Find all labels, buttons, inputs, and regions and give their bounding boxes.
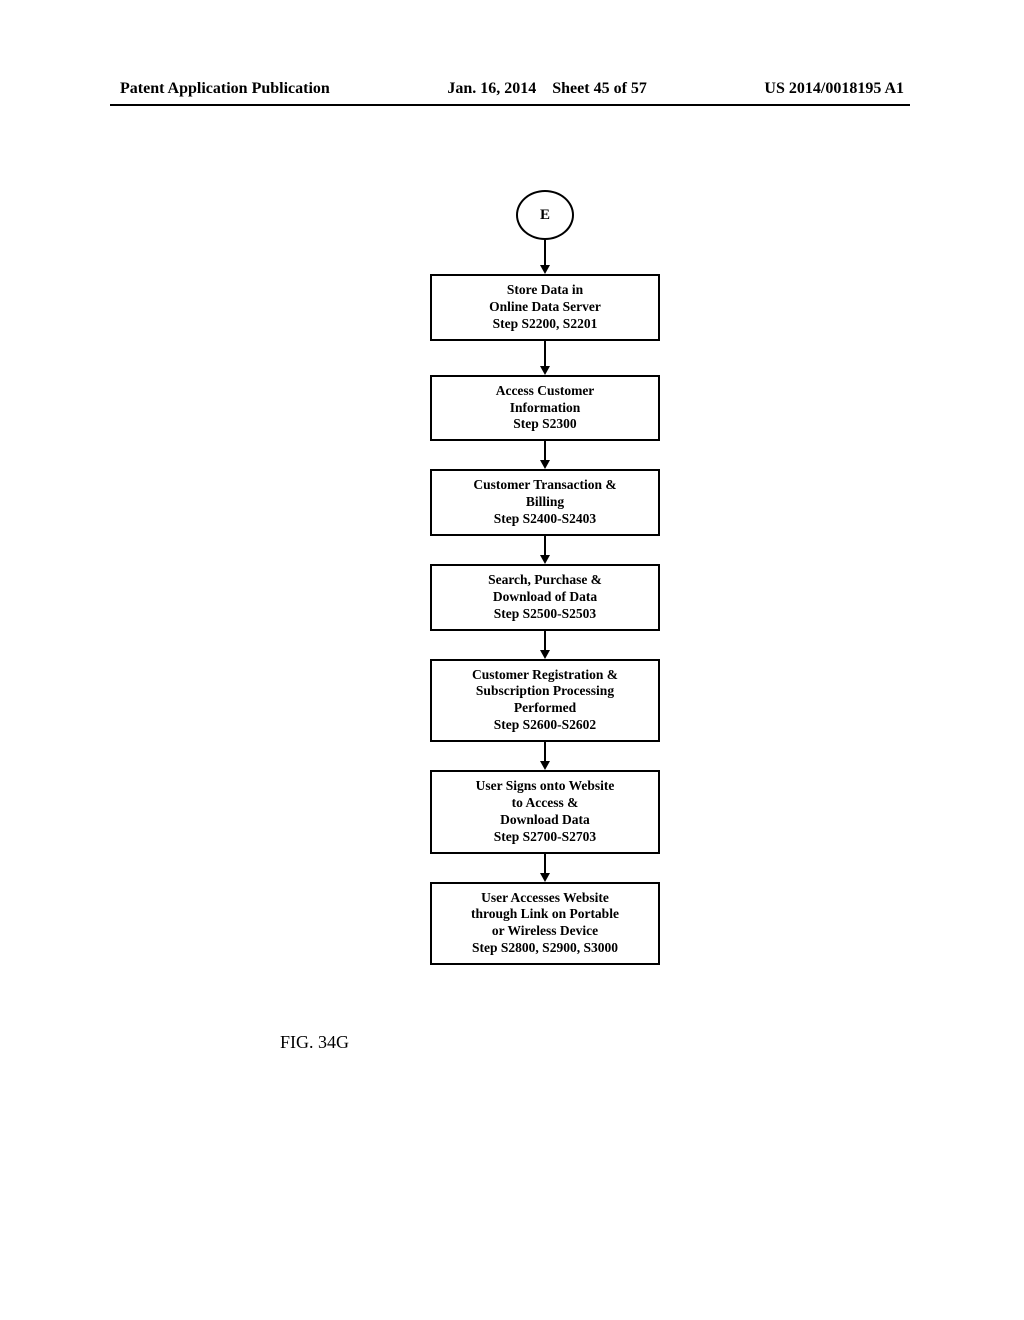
header-left: Patent Application Publication (120, 80, 330, 98)
flow-step-box: Access CustomerInformationStep S2300 (430, 375, 660, 442)
figure-label: FIG. 34G (280, 1032, 349, 1053)
header-center: Jan. 16, 2014 Sheet 45 of 57 (447, 80, 647, 98)
flow-connector (430, 854, 660, 882)
flow-step-box: User Signs onto Websiteto Access &Downlo… (430, 770, 660, 854)
flow-step-box: Store Data inOnline Data ServerStep S220… (430, 274, 660, 341)
page-header: Patent Application Publication Jan. 16, … (0, 80, 1024, 98)
flowchart: E Store Data inOnline Data ServerStep S22… (430, 190, 660, 965)
header-date: Jan. 16, 2014 (447, 80, 536, 98)
header-sheet: Sheet 45 of 57 (552, 80, 647, 98)
flow-start-node: E (516, 190, 574, 240)
flow-connector (430, 742, 660, 770)
flow-connector (430, 441, 660, 469)
flow-connector (430, 341, 660, 375)
flow-step-box: Customer Registration &Subscription Proc… (430, 659, 660, 743)
flow-step-box: Search, Purchase &Download of DataStep S… (430, 564, 660, 631)
header-rule (110, 104, 910, 106)
page: Patent Application Publication Jan. 16, … (0, 0, 1024, 1320)
flow-connector (430, 240, 660, 274)
flow-connector (430, 536, 660, 564)
flow-connector (430, 631, 660, 659)
header-right: US 2014/0018195 A1 (764, 80, 904, 98)
flow-step-box: User Accesses Websitethrough Link on Por… (430, 882, 660, 966)
flow-step-box: Customer Transaction &BillingStep S2400-… (430, 469, 660, 536)
